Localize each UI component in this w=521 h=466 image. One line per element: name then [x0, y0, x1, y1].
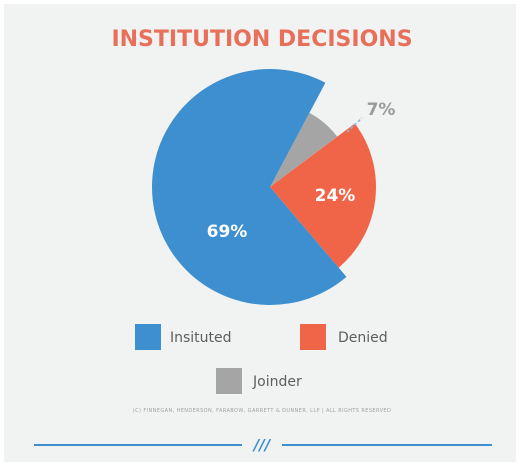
- pie-slice-denied: [270, 123, 377, 268]
- legend-label-instituted: Insituted: [170, 330, 232, 346]
- legend-label-joinder: Joinder: [252, 374, 302, 390]
- joinder-leader-line: [346, 117, 363, 133]
- legend-item-denied: Denied: [300, 324, 388, 350]
- legend-item-joinder: Joinder: [216, 368, 302, 394]
- pie-slice-joinder: [270, 112, 338, 187]
- slice-label-instituted: 69%: [207, 222, 248, 242]
- pie-slice-instituted: [152, 68, 347, 305]
- copyright-text: (C) FINNEGAN, HENDERSON, FARABOW, GARRET…: [133, 408, 391, 414]
- pie-slices: [152, 68, 377, 305]
- infographic-card: INSTITUTION DECISIONS 69% 24% 7% Insitut…: [4, 4, 516, 462]
- legend-swatch-instituted: [135, 324, 161, 350]
- firm-logo-mark: ///: [252, 436, 272, 454]
- legend-label-denied: Denied: [338, 330, 388, 346]
- legend: Insituted Denied Joinder: [135, 324, 388, 394]
- legend-item-instituted: Insituted: [135, 324, 232, 350]
- legend-swatch-joinder: [216, 368, 242, 394]
- slice-label-denied: 24%: [315, 186, 356, 206]
- slice-label-joinder: 7%: [367, 100, 396, 120]
- legend-swatch-denied: [300, 324, 326, 350]
- pie-chart: INSTITUTION DECISIONS 69% 24% 7% Insitut…: [34, 27, 492, 454]
- chart-title: INSTITUTION DECISIONS: [111, 27, 412, 52]
